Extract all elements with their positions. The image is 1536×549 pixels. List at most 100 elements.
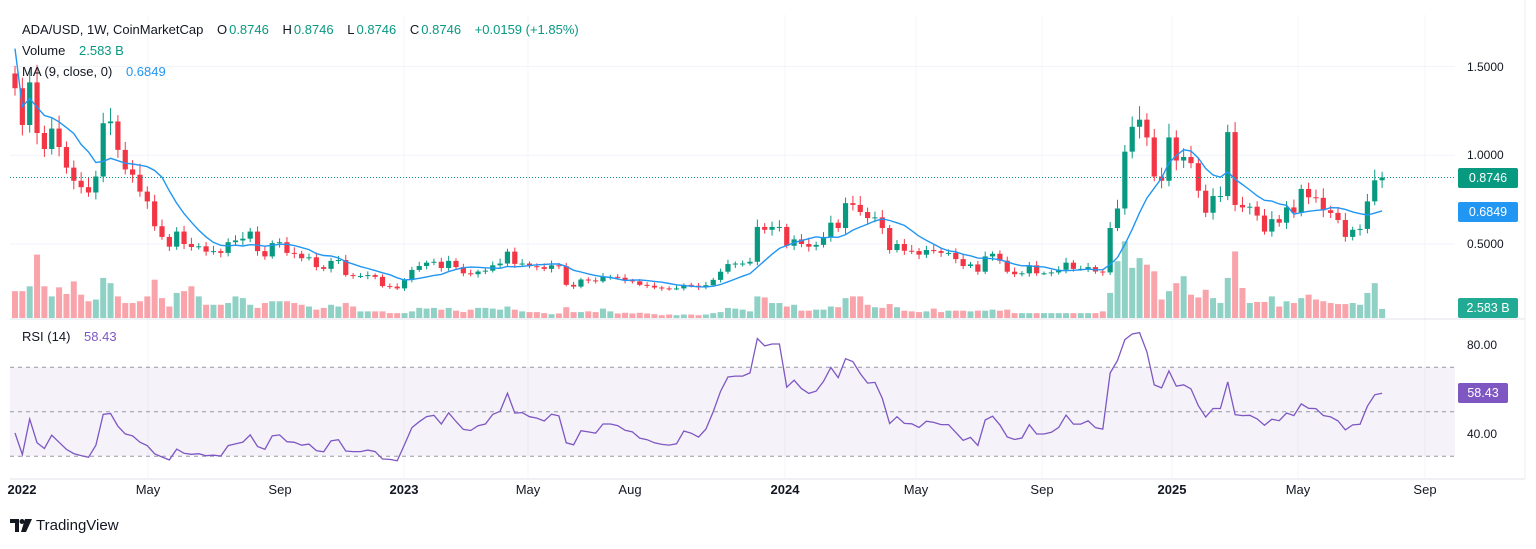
candle-down [975,264,981,272]
volume-bar [695,315,702,318]
volume-bar [475,307,482,318]
candle-down [666,288,672,290]
volume-bar [26,286,33,318]
candle-down [938,251,944,253]
volume-bar [269,301,276,318]
candle-down [284,242,290,253]
time-tick-label: May [515,482,541,497]
volume-bar [173,292,180,318]
candle-down [644,284,650,286]
volume-bar [1217,303,1224,318]
volume-bar [482,307,489,318]
volume-bar [1099,311,1106,318]
volume-bar [1070,313,1077,318]
candle-down [916,251,922,255]
volume-label: Volume [22,43,66,58]
volume-bar [48,296,55,318]
candle-down [166,236,172,247]
volume-bar [1173,283,1180,318]
volume-bar [423,308,430,318]
candle-up [1166,137,1172,181]
candle-down [453,260,459,268]
volume-bar [1364,292,1371,318]
volume-bar [1335,304,1341,318]
volume-bar [379,311,386,318]
volume-bar [1011,313,1018,318]
candle-up [1041,273,1047,275]
volume-bar [849,296,856,318]
candle-up [424,262,430,267]
volume-tag: 2.583 B [1458,298,1518,318]
volume-bar [1114,261,1121,318]
volume-bar [651,314,658,318]
candle-down [534,266,540,268]
volume-bar [541,313,548,318]
volume-bar [335,306,342,318]
candle-down [571,284,577,287]
volume-bar [100,277,107,318]
candle-up [306,257,312,259]
volume-bar [1136,258,1143,318]
candle-up [578,279,584,287]
rsi-band [10,366,1455,457]
volume-bar [761,297,768,318]
volume-bar [1210,298,1217,318]
volume-bar [600,308,606,318]
symbol-title: ADA/USD, 1W, CoinMarketCap [22,22,204,37]
ma-value: 0.6849 [125,64,166,79]
candle-up [357,275,364,277]
candle-down [762,226,768,230]
candle-up [365,275,371,277]
candle-up [1048,272,1054,274]
rsi-tick: 80.00 [1467,338,1498,352]
volume-bar [1239,288,1246,318]
volume-bar [658,315,665,318]
candle-down [798,239,805,244]
volume-bar [159,298,165,318]
volume-bar [151,279,158,318]
candle-up [732,263,738,265]
candle-down [1232,132,1238,205]
candle-up [989,253,996,257]
candle-up [754,226,760,262]
tradingview-logo[interactable]: TradingView [10,517,119,534]
volume-bar [673,315,680,318]
volume-bar [283,301,290,318]
candle-down [372,275,378,277]
volume-bar [879,307,886,318]
volume-bar [960,310,967,318]
volume-bar [467,309,474,318]
tradingview-logo-icon [10,519,32,532]
candle-down [1335,212,1341,221]
volume-bar [526,312,533,318]
candle-up [27,82,33,126]
candle-up [548,265,555,269]
volume-bar [1327,303,1334,318]
volume-bar [203,304,210,318]
volume-bar [916,312,923,318]
volume-bar [357,311,364,318]
volume-bar [1048,313,1055,318]
volume-bar [504,306,511,318]
time-tick-label: May [135,482,161,497]
volume-bar [967,311,974,318]
candle-down [526,263,533,267]
candle-up [100,123,106,177]
volume-bar [871,307,878,318]
candle-up [1357,228,1363,230]
candle-down [1254,206,1260,216]
candle-up [1269,219,1275,232]
candle-down [806,244,812,247]
symbol-legend: ADA/USD, 1W, CoinMarketCap O 0.8746 H 0.87… [22,22,581,37]
volume-bar [666,314,673,318]
rsi-line [14,331,1383,462]
volume-bar [489,308,496,318]
volume-bar [813,309,820,318]
rsi-label: RSI (14) [22,329,71,344]
volume-bar [1283,301,1290,318]
close-label: C [409,22,420,37]
time-tick-label: 2022 [7,482,37,497]
volume-bars [12,241,1386,318]
volume-value: 2.583 B [79,43,124,58]
